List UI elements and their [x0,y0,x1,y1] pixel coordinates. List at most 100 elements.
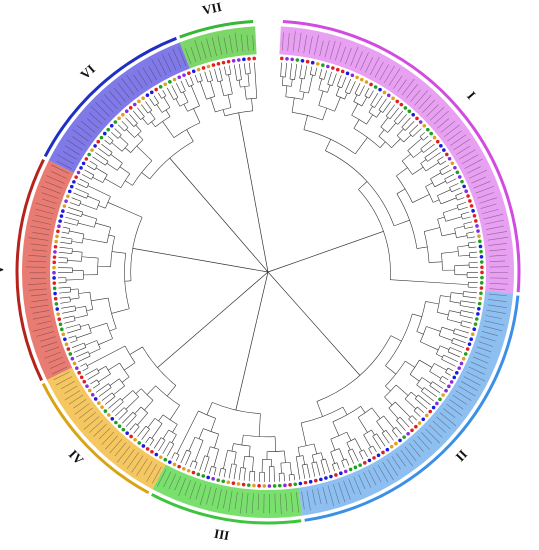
branch [223,469,227,478]
branch [81,256,99,259]
branch [140,388,154,401]
branch [468,241,476,244]
leaf-label [178,46,187,66]
leaf-label [32,310,50,314]
branch [391,430,398,438]
leaf-label [157,58,167,75]
branch [78,355,91,363]
leaf-label [101,431,115,445]
leaf-label [482,208,499,215]
leaf-label [34,214,53,220]
branch [157,305,230,368]
branch [283,473,285,482]
leaf-label [343,480,351,500]
branch [441,169,452,176]
leaf-dot [246,483,251,487]
leaf-label [488,248,506,252]
branch [92,383,100,389]
branch [370,92,379,106]
leaf-label [486,231,508,236]
leaf-dot [76,170,81,175]
branch [405,360,416,368]
branch [121,376,130,383]
leaf-label [348,478,355,494]
leaf-label [48,356,64,364]
leaf-dot [93,144,97,148]
leaf-label [485,225,504,230]
leaf-dot [186,468,191,473]
branch [396,128,404,136]
branch [82,233,85,244]
leaf-label [319,40,324,57]
branch [420,139,432,150]
leaf-dot [82,379,87,384]
branch [162,441,171,454]
leaf-dot [63,337,67,342]
branch [147,110,152,114]
leaf-label [234,32,238,53]
branch [185,451,192,466]
leaf-dot [452,375,457,380]
leaf-label [489,288,506,291]
leaf-dot [478,296,483,301]
branch [104,396,116,405]
leaf-dot [288,483,292,487]
branch [439,160,447,165]
branch [447,351,461,358]
leaf-dot [339,471,343,476]
branch [468,286,478,289]
branch [108,234,115,237]
branch [396,135,404,143]
leaf-label [57,154,75,165]
branch [87,195,100,202]
branch [129,423,136,431]
leaf-dot [117,116,121,121]
branch [162,429,169,440]
leaf-label [108,91,122,106]
leaf-dot [55,234,59,239]
branch [401,117,411,128]
branch [459,314,473,319]
branch [146,385,156,395]
leaf-dot [394,441,398,446]
leaf-dot [56,229,60,234]
leaf-label [317,488,322,505]
leaf-label [329,40,336,59]
leaf-label [417,435,430,450]
branch [82,367,89,372]
branch [449,187,452,193]
branch [401,160,413,175]
leaf-dot [381,450,385,455]
leaf-label [449,399,464,410]
branch [96,379,100,385]
branch [345,91,350,95]
leaf-dot [52,286,57,291]
branch [411,415,417,421]
branch [169,157,234,233]
group-label-i: I [464,88,479,102]
branch [97,258,99,275]
leaf-dot [471,209,475,213]
leaf-dot [382,90,387,95]
leaf-label [470,361,487,370]
leaf-dot [425,127,430,132]
leaf-label [46,175,65,184]
leaf-motif-dots [52,56,484,488]
leaf-dot [53,250,57,254]
leaf-dot [62,204,67,208]
branch [124,147,131,153]
leaf-label [287,33,290,51]
branch [463,291,477,294]
branch [420,163,426,172]
leaf-dot [473,322,478,326]
branch [299,307,361,376]
leaf-dot [113,120,118,124]
branch [134,406,142,415]
leaf-dot [422,124,427,128]
leaf-dot [196,472,201,477]
leaf-label [28,237,49,241]
leaf-label [414,90,428,106]
group-label-vi: VI [77,61,98,82]
leaf-dot [158,455,163,459]
